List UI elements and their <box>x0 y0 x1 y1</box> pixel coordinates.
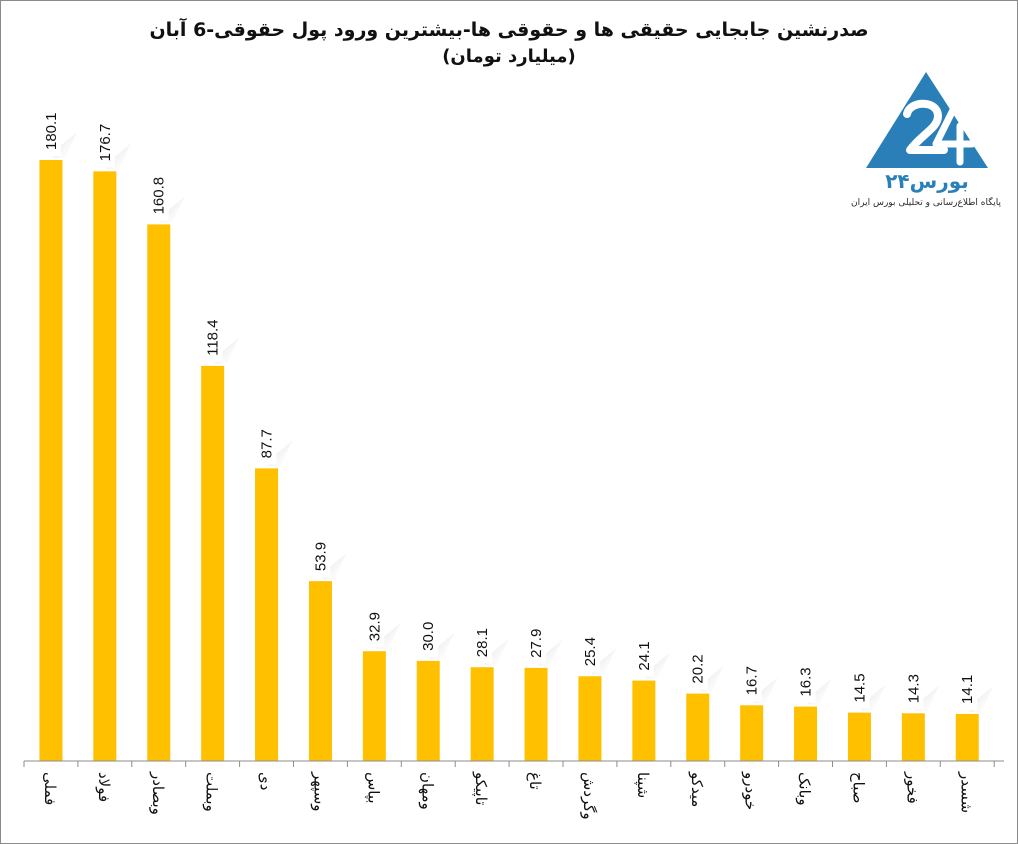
data-label-card <box>472 609 493 664</box>
category-label: وبصادر <box>149 771 167 815</box>
data-label-card <box>849 654 870 709</box>
data-label: 14.5 <box>851 673 868 702</box>
bar <box>794 706 818 761</box>
bar <box>578 676 602 761</box>
bar <box>686 693 710 761</box>
bar <box>416 660 440 761</box>
category-label: میدکو <box>688 771 706 807</box>
category-label: وبانک <box>796 772 814 806</box>
bar <box>740 705 764 761</box>
data-label: 28.1 <box>474 628 491 657</box>
category-label: دی <box>257 772 275 790</box>
category-label: وبملت <box>203 772 221 812</box>
bar <box>147 224 171 761</box>
data-label: 27.9 <box>528 629 545 658</box>
data-label-card <box>579 618 600 673</box>
bar <box>308 581 332 761</box>
category-label: صباح <box>849 772 867 804</box>
data-label-card <box>418 602 439 657</box>
logo-tagline: پایگاه اطلاع‌رسانی و تحلیلی بورس ایران <box>851 198 1001 208</box>
data-label-card <box>310 523 331 578</box>
data-label: 16.7 <box>744 666 761 695</box>
data-label-card <box>94 113 115 168</box>
bar <box>632 680 656 761</box>
chart-subtitle: (میلیارد تومان) <box>442 46 576 67</box>
data-label: 87.7 <box>259 429 276 458</box>
bar <box>847 712 871 761</box>
category-label: بپاس <box>363 772 382 804</box>
data-label-card <box>687 635 708 690</box>
data-label-card <box>202 307 223 362</box>
data-label: 25.4 <box>582 637 599 666</box>
data-label: 20.2 <box>690 654 707 683</box>
bar <box>39 160 63 761</box>
category-label: وگردش <box>580 772 598 820</box>
bar <box>901 713 925 761</box>
bar <box>201 365 225 761</box>
data-label: 160.8 <box>151 177 168 215</box>
data-label: 16.3 <box>798 667 815 696</box>
category-label: فولاد <box>95 772 113 802</box>
data-label-card <box>364 593 385 648</box>
data-label: 14.1 <box>959 675 976 704</box>
data-label: 30.0 <box>420 622 437 651</box>
bar <box>362 651 386 761</box>
data-label-card <box>741 647 762 702</box>
category-label: خودرو <box>742 771 760 810</box>
bar <box>470 667 494 761</box>
data-label: 32.9 <box>366 612 383 641</box>
logo-brand-text: بورس۲۴ <box>885 169 969 193</box>
data-label-card <box>903 655 924 710</box>
bar <box>524 667 548 761</box>
data-label: 24.1 <box>636 641 653 670</box>
data-label: 176.7 <box>97 124 114 162</box>
data-label: 53.9 <box>312 542 329 571</box>
data-label-card <box>526 609 547 664</box>
category-label: فخور <box>903 771 921 804</box>
data-label: 14.3 <box>905 674 922 703</box>
category-label: وسپهر <box>309 771 328 812</box>
data-label-card <box>795 648 816 703</box>
category-label: ومهان <box>418 772 436 810</box>
category-label: تاغ <box>526 772 544 790</box>
category-label: شپنا <box>633 772 652 798</box>
data-label-card <box>633 622 654 677</box>
data-label-card <box>40 102 61 156</box>
category-label: شسدر <box>957 771 975 813</box>
data-label-card <box>957 655 978 710</box>
category-label: تاپیکو <box>471 771 490 805</box>
bourse24-logo-icon <box>866 72 988 168</box>
chart-title: صدرنشین جابجایی حقیقی ها و حقوقی ها-بیشت… <box>149 19 869 41</box>
data-label: 180.1 <box>43 112 60 150</box>
data-label-card <box>256 410 277 465</box>
bar <box>93 171 117 761</box>
bar <box>955 713 979 761</box>
data-label: 118.4 <box>205 319 222 355</box>
category-label: فملی <box>41 772 59 805</box>
bar <box>255 468 279 761</box>
data-label-card <box>148 166 169 221</box>
